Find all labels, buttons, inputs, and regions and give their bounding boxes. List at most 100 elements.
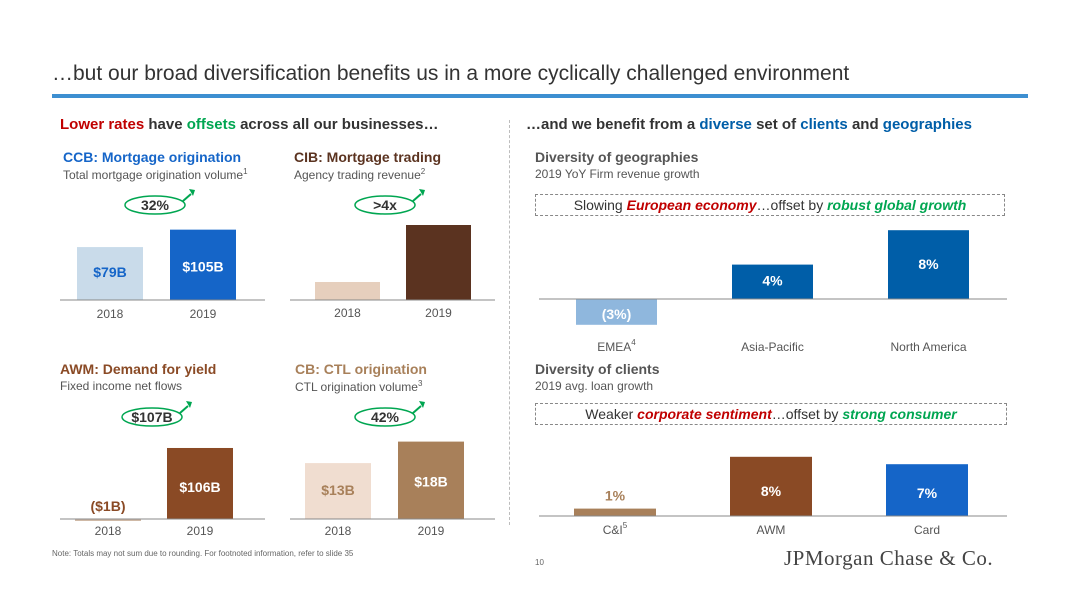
geo-callout-keyword: European economy — [626, 197, 757, 213]
growth-bubble — [354, 407, 416, 427]
data-label-cb: $13B — [321, 482, 354, 498]
bar-cb-2019 — [398, 441, 464, 519]
tick-label-clients: C&I5 — [603, 521, 628, 537]
growth-arrowhead-icon — [419, 401, 425, 408]
cib-subtitle-text: Agency trading revenue — [294, 168, 421, 182]
cib-footnote-marker: 2 — [420, 167, 426, 176]
cb-panel-subtitle: CTL origination volume3 — [295, 379, 422, 394]
data-label-awm: ($1B) — [90, 498, 125, 514]
geo-panel-subtitle: 2019 YoY Firm revenue growth — [535, 167, 700, 181]
bar-clients-card — [886, 464, 968, 516]
cib-chart: >4x 2018 2019 — [290, 185, 495, 325]
right-section-header: …and we benefit from a diverse set of cl… — [526, 116, 972, 133]
section-divider — [509, 120, 510, 525]
company-logo: JPMorgan Chase & Co. — [784, 546, 994, 570]
right-header-part: diverse — [699, 116, 752, 133]
clients-chart: 1% C&I5 8% AWM 7% Card — [535, 430, 1010, 545]
cib-panel-subtitle: Agency trading revenue2 — [294, 167, 425, 182]
ccb-panel-title: CCB: Mortgage origination — [63, 149, 242, 165]
geo-callout: Slowing European economy…offset by robus… — [535, 194, 1005, 216]
clients-callout-text: …offset by — [771, 406, 843, 422]
geo-chart-svg: (3%) EMEA4 4% Asia-Pacific 8% North America — [539, 230, 1007, 354]
page-title: …but our broad diversification benefits … — [52, 62, 850, 85]
tick-label-cb: 2019 — [418, 524, 445, 538]
clients-panel-subtitle: 2019 avg. loan growth — [535, 379, 654, 393]
geo-callout-text: Slowing — [573, 197, 627, 213]
data-label-geo: 4% — [762, 273, 783, 289]
growth-arrow-icon — [179, 405, 189, 414]
tick-label-ccb: 2018 — [97, 307, 124, 321]
clients-callout-keyword: corporate sentiment — [637, 406, 772, 422]
clients-panel-title: Diversity of clients — [535, 361, 660, 377]
cb-chart-svg: 42% $13B 2018 $18B 2019 — [290, 401, 495, 538]
growth-bubble — [354, 195, 416, 215]
growth-bubble — [124, 195, 186, 215]
growth-bubble — [121, 407, 183, 427]
right-header-part: set of — [751, 116, 801, 133]
clients-callout: Weaker corporate sentiment…offset by str… — [535, 403, 1007, 425]
left-header-part: offsets — [186, 116, 236, 133]
clients-callout-text: Weaker — [585, 406, 638, 422]
bar-ccb-2019 — [170, 229, 236, 300]
data-label-cb: $18B — [414, 474, 447, 490]
tick-label-clients: Card — [914, 523, 940, 537]
tick-label-awm: 2018 — [95, 524, 122, 538]
cb-footnote-marker: 3 — [417, 379, 423, 388]
awm-panel-title: AWM: Demand for yield — [60, 361, 217, 377]
ccb-subtitle-text: Total mortgage origination volume — [63, 168, 244, 182]
cb-chart: 42% $13B 2018 $18B 2019 — [290, 397, 495, 542]
data-label-geo: (3%) — [602, 306, 632, 322]
bar-cib-2019 — [406, 225, 471, 300]
tick-label-ccb: 2019 — [190, 307, 217, 321]
tick-footnote-marker: 4 — [631, 338, 636, 347]
bar-clients-ci — [574, 508, 656, 516]
growth-label: $107B — [131, 409, 172, 425]
growth-arrowhead-icon — [186, 401, 192, 408]
cb-subtitle-text: CTL origination volume — [295, 380, 418, 394]
right-header-part: and — [847, 116, 883, 133]
tick-label-awm: 2019 — [187, 524, 214, 538]
bar-geo-emea — [576, 299, 657, 325]
right-header-part: geographies — [882, 116, 972, 133]
ccb-footnote-marker: 1 — [243, 167, 248, 176]
left-section-header: Lower rates have offsets across all our … — [60, 116, 439, 133]
ccb-chart: 32% $79B 2018 $105B 2019 — [60, 185, 265, 325]
left-header-part: have — [144, 116, 187, 133]
bar-geo-northamerica — [888, 230, 969, 299]
bar-geo-asiapacific — [732, 264, 813, 299]
clients-callout-keyword: strong consumer — [842, 406, 957, 422]
bar-ccb-2018 — [77, 247, 143, 300]
right-header-part: clients — [800, 116, 848, 133]
growth-arrowhead-icon — [189, 189, 195, 196]
bar-awm-2018 — [75, 519, 141, 521]
footnote-text: Note: Totals may not sum due to rounding… — [52, 549, 354, 558]
cib-panel-title: CIB: Mortgage trading — [294, 149, 441, 165]
tick-label-cib: 2019 — [425, 306, 452, 320]
growth-arrowhead-icon — [419, 189, 425, 196]
page-number: 10 — [535, 558, 544, 567]
data-label-clients: 7% — [917, 485, 938, 501]
growth-arrow-icon — [412, 405, 422, 414]
ccb-chart-svg: 32% $79B 2018 $105B 2019 — [60, 189, 265, 321]
left-header-part: across all our businesses… — [235, 116, 439, 133]
geo-panel-title: Diversity of geographies — [535, 149, 699, 165]
tick-label-cib: 2018 — [334, 306, 361, 320]
bar-cb-2018 — [305, 463, 371, 519]
right-header-part: …and we benefit from a — [526, 116, 700, 133]
data-label-ccb: $105B — [182, 259, 223, 275]
cb-panel-title: CB: CTL origination — [295, 361, 427, 377]
cib-chart-svg: >4x 2018 2019 — [290, 189, 495, 320]
bar-clients-awm — [730, 456, 812, 516]
left-header-part: Lower rates — [60, 116, 145, 133]
data-label-ccb: $79B — [93, 264, 126, 280]
tick-label-clients: AWM — [757, 523, 786, 537]
data-label-geo: 8% — [918, 256, 939, 272]
bar-cib-2018 — [315, 282, 380, 300]
ccb-panel-subtitle: Total mortgage origination volume1 — [63, 167, 248, 182]
title-rule — [52, 94, 1028, 98]
awm-chart-svg: $107B ($1B) 2018 $106B 2019 — [60, 401, 265, 538]
growth-label: 32% — [141, 197, 170, 213]
bar-awm-2019 — [167, 447, 233, 519]
growth-arrow-icon — [182, 193, 192, 202]
growth-arrow-icon — [412, 193, 422, 202]
